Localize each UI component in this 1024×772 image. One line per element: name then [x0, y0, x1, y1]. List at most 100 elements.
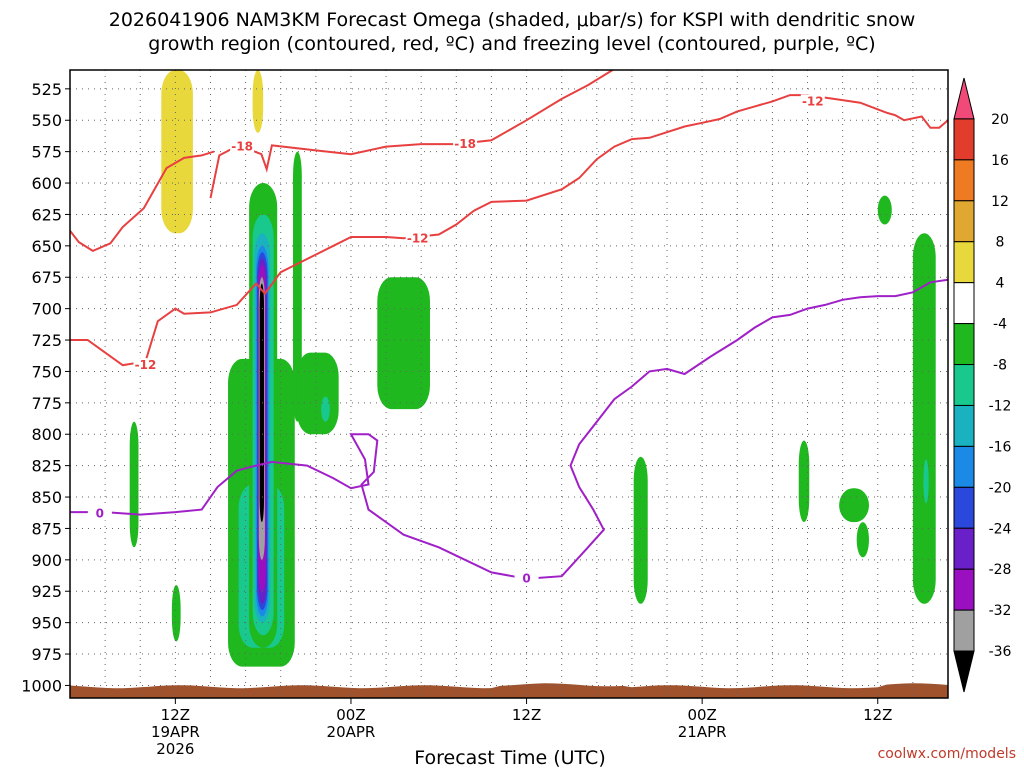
- colorbar-label: 8: [996, 235, 1005, 251]
- omega-region-3: [161, 70, 193, 234]
- x-tick-label: 20APR: [327, 723, 376, 741]
- omega-region-34: [923, 459, 929, 504]
- omega-region-27: [377, 277, 430, 410]
- colorbar-swatch: [953, 445, 975, 488]
- x-axis-title: Forecast Time (UTC): [414, 747, 605, 768]
- y-tick-label: 525: [31, 80, 62, 99]
- y-tick-label: 975: [31, 645, 62, 664]
- omega-region-25: [296, 352, 339, 435]
- x-tick-label: 2026: [156, 740, 194, 758]
- colorbar-swatch: [953, 200, 975, 243]
- colorbar-swatch: [953, 241, 975, 284]
- y-tick-label: 600: [31, 174, 62, 193]
- colorbar-label: 16: [991, 153, 1009, 169]
- omega-region-32: [877, 195, 892, 225]
- omega-region-24: [293, 151, 302, 422]
- colorbar-swatch: [953, 404, 975, 447]
- y-tick-label: 825: [31, 457, 62, 476]
- colorbar-swatch: [953, 609, 975, 652]
- omega-region-26: [321, 396, 330, 422]
- grid-layer: [70, 70, 948, 698]
- contour-label-bg: [800, 94, 825, 109]
- colorbar-swatch: [953, 527, 975, 570]
- colorbar-swatch: [953, 650, 975, 693]
- colorbar-swatch: [953, 159, 975, 202]
- colorbar-swatch: [953, 364, 975, 406]
- y-tick-label: 1000: [21, 676, 62, 695]
- omega-region-10: [171, 584, 181, 642]
- colorbar: 20 16 12 8 4 -4 -8 -12 -16 -20 -24 -28 -32 -36: [953, 77, 1012, 693]
- omega-region-30: [839, 488, 869, 523]
- y-tick-label: 550: [31, 111, 62, 130]
- omega-region-5: [252, 70, 264, 133]
- contour-line-1: [70, 150, 215, 253]
- contour-label: -12: [802, 94, 824, 108]
- colorbar-swatch: [953, 323, 975, 366]
- colorbar-label: -20: [989, 480, 1012, 496]
- colorbar-label: 20: [991, 112, 1009, 128]
- contour-label-bg: [133, 358, 158, 373]
- x-tick-label: 21APR: [678, 723, 727, 741]
- contour-label-bg: [405, 231, 430, 246]
- y-tick-label: 675: [31, 268, 62, 287]
- omega-region-8: [343, 471, 394, 579]
- omega-region-29: [798, 440, 810, 523]
- contour-label: -18: [454, 137, 476, 151]
- y-tick-label: 725: [31, 331, 62, 350]
- x-tick-label: 12Z: [161, 706, 190, 724]
- y-tick-label: 875: [31, 519, 62, 538]
- plot-frame: [69, 69, 949, 699]
- colorbar-swatch: [953, 282, 975, 325]
- omega-region-7: [92, 358, 104, 403]
- y-tick-label: 700: [31, 300, 62, 319]
- omega-region-6: [368, 70, 394, 89]
- contour-label-layer: -18 -18 -12 -12 -12 0 0: [87, 94, 825, 586]
- omega-region-23: [259, 283, 265, 523]
- omega-region-33: [912, 233, 936, 604]
- colorbar-label: 12: [991, 194, 1009, 210]
- omega-region-9: [129, 421, 139, 548]
- y-tick-label: 575: [31, 143, 62, 162]
- contour-label: -12: [407, 231, 429, 245]
- colorbar-label: -4: [993, 317, 1007, 333]
- y-tick-label: 925: [31, 582, 62, 601]
- y-tick-label: 750: [31, 362, 62, 381]
- omega-region-0: [70, 70, 81, 435]
- contour-label-bg: [514, 571, 539, 586]
- contour-label-bg: [453, 137, 478, 152]
- colorbar-label: -24: [989, 521, 1012, 537]
- colorbar-swatch: [953, 568, 975, 611]
- contour-label-bg: [230, 139, 255, 154]
- y-tick-label: 950: [31, 614, 62, 633]
- x-tick-label: 12Z: [863, 706, 892, 724]
- colorbar-label: -8: [993, 358, 1007, 374]
- omega-shading-layer: [70, 70, 936, 667]
- colorbar-label: -28: [989, 562, 1012, 578]
- terrain-band: [70, 683, 948, 698]
- credit-text: coolwx.com/models: [878, 746, 1016, 762]
- y-tick-label: 650: [31, 237, 62, 256]
- contour-label: 0: [522, 572, 530, 586]
- contour-label: -18: [231, 140, 253, 154]
- colorbar-label: -32: [989, 603, 1012, 619]
- y-tick-label: 850: [31, 488, 62, 507]
- y-tick-label: 625: [31, 205, 62, 224]
- x-tick-label: 00Z: [687, 706, 716, 724]
- x-tick-label: 12Z: [512, 706, 541, 724]
- y-tick-label: 775: [31, 394, 62, 413]
- y-axis: 525 550 575 600 625 650 675 700 725 750 775 800 825 8…: [21, 80, 70, 695]
- contour-line-2: [70, 94, 948, 367]
- terrain-layer: [70, 683, 948, 698]
- colorbar-label: -12: [989, 398, 1012, 414]
- colorbar-label: 4: [996, 276, 1005, 292]
- x-tick-label: 00Z: [336, 706, 365, 724]
- x-tick-label: 19APR: [151, 723, 200, 741]
- chart-title-line-1: 2026041906 NAM3KM Forecast Omega (shaded…: [109, 9, 915, 31]
- y-tick-label: 800: [31, 425, 62, 444]
- omega-region-28: [633, 456, 648, 604]
- colorbar-swatch: [953, 486, 975, 529]
- contour-label: 0: [96, 506, 104, 520]
- chart-title-line-2: growth region (contoured, red, ºC) and f…: [148, 33, 875, 55]
